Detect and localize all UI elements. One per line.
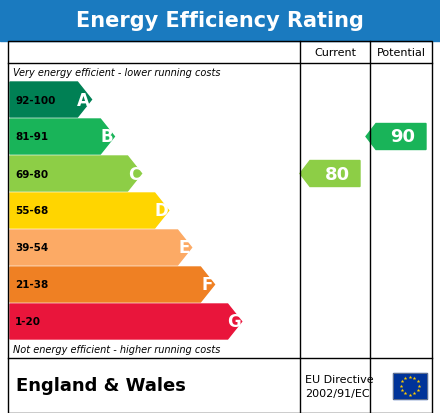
Polygon shape (10, 194, 169, 228)
Polygon shape (10, 304, 242, 339)
Text: 39-54: 39-54 (15, 243, 48, 253)
Polygon shape (10, 230, 191, 266)
Text: E: E (178, 239, 190, 257)
Text: EU Directive: EU Directive (305, 375, 374, 385)
Text: Potential: Potential (377, 48, 425, 58)
Bar (393, 373, 427, 399)
Polygon shape (10, 157, 142, 192)
Text: 69-80: 69-80 (15, 169, 48, 179)
Text: 80: 80 (324, 165, 349, 183)
Text: 1-20: 1-20 (15, 317, 41, 327)
Text: 21-38: 21-38 (15, 280, 48, 290)
Polygon shape (300, 161, 360, 187)
Text: F: F (201, 276, 213, 294)
Text: 92-100: 92-100 (15, 95, 55, 105)
Text: Current: Current (314, 48, 356, 58)
Polygon shape (10, 267, 214, 302)
Text: G: G (227, 313, 241, 331)
Text: D: D (154, 202, 168, 220)
Text: Very energy efficient - lower running costs: Very energy efficient - lower running co… (13, 68, 220, 78)
Text: Energy Efficiency Rating: Energy Efficiency Rating (76, 11, 364, 31)
Text: B: B (100, 128, 113, 146)
Text: 55-68: 55-68 (15, 206, 48, 216)
Text: England & Wales: England & Wales (16, 377, 186, 394)
Text: C: C (128, 165, 140, 183)
Text: 90: 90 (390, 128, 415, 146)
Text: 2002/91/EC: 2002/91/EC (305, 389, 370, 399)
Polygon shape (10, 83, 92, 118)
Bar (0, 0, 440, 42)
Bar (8, 42, 432, 413)
Text: 81-91: 81-91 (15, 132, 48, 142)
Polygon shape (366, 124, 426, 150)
Bar (393, 373, 427, 399)
Text: Not energy efficient - higher running costs: Not energy efficient - higher running co… (13, 344, 220, 354)
Text: A: A (77, 91, 90, 109)
Polygon shape (10, 120, 114, 154)
